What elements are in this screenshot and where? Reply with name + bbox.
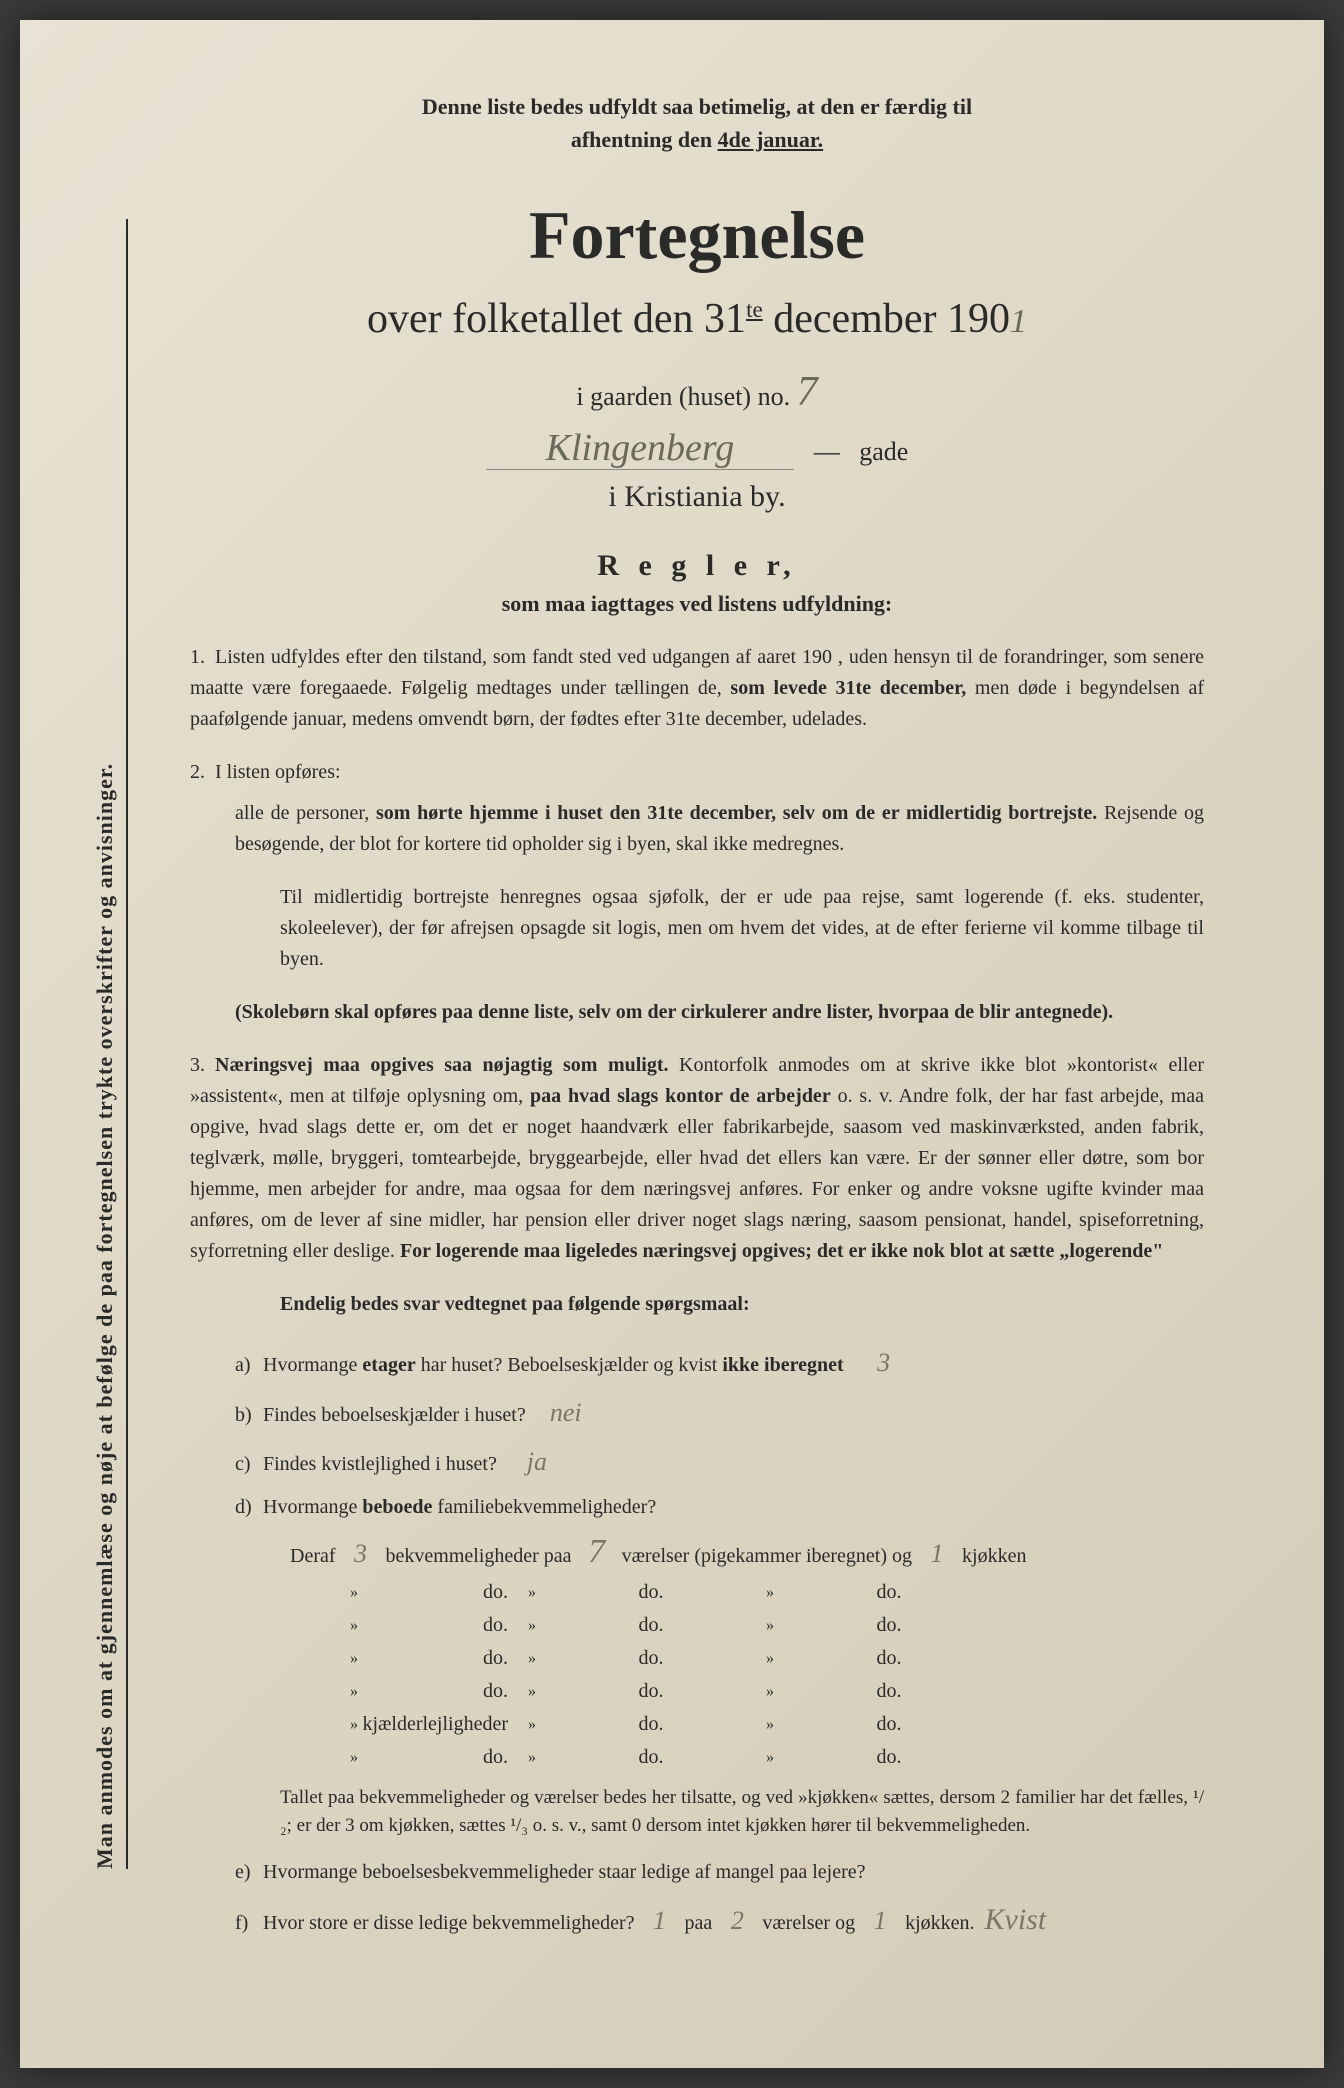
city-line: i Kristiania by.: [190, 480, 1204, 514]
deraf-h1: 3: [341, 1539, 381, 1569]
header-line-2: afhentning den: [571, 127, 718, 152]
qf-2: paa: [680, 1912, 718, 1934]
question-e: e)Hvormange beboelsesbekvemmeligheder st…: [190, 1856, 1204, 1888]
gade-label: gade: [859, 437, 908, 466]
do-row-1: »do.»do.»do.: [350, 1581, 1204, 1604]
header-note: Denne liste bedes udfyldt saa betimelig,…: [190, 90, 1204, 156]
question-a: a)Hvormange etager har huset? Beboelsesk…: [190, 1342, 1204, 1384]
qa-answer: 3: [864, 1342, 904, 1384]
qf-h4: Kvist: [985, 1896, 1047, 1944]
do-row-5: »kjælderlejligheder»do.»do.: [350, 1713, 1204, 1736]
header-line-1: Denne liste bedes udfyldt saa betimelig,…: [422, 94, 972, 119]
rule-3: 3.Næringsvej maa opgives saa nøjagtig so…: [190, 1050, 1204, 1267]
rule2-text-a: alle de personer,: [235, 802, 376, 824]
do-c4: do.: [774, 1680, 1004, 1703]
qb-text: Findes beboelseskjælder i huset?: [263, 1404, 526, 1426]
qb-answer: nei: [546, 1392, 586, 1434]
do-a4: do.: [358, 1680, 528, 1703]
deraf-3: værelser (pigekammer iberegnet) og: [617, 1545, 917, 1567]
do-c6: do.: [774, 1746, 1004, 1769]
question-b: b)Findes beboelseskjælder i huset? nei: [190, 1392, 1204, 1434]
do-table: »do.»do.»do. »do.»do.»do. »do.»do.»do. »…: [350, 1581, 1204, 1769]
rule3-text-e: For logerende maa ligeledes næringsvej o…: [400, 1240, 1163, 1262]
rule-2-body-b: Til midlertidig bortrejste henregnes ogs…: [190, 882, 1204, 975]
do-c3: do.: [774, 1647, 1004, 1670]
qf-h1: 1: [640, 1900, 680, 1942]
rule-2-body-c: (Skolebørn skal opføres paa denne liste,…: [190, 997, 1204, 1028]
gaarden-label: i gaarden (huset) no.: [576, 382, 790, 411]
deraf-1: Deraf: [290, 1545, 341, 1567]
gaarden-line: i gaarden (huset) no. 7: [190, 368, 1204, 416]
rule-2-intro: 2.I listen opføres:: [190, 757, 1204, 788]
questions-block: a)Hvormange etager har huset? Beboelsesk…: [190, 1342, 1204, 1944]
street-line: Klingenberg — gade: [190, 426, 1204, 470]
do-row-3: »do.»do.»do.: [350, 1647, 1204, 1670]
qa-3: har huset? Beboelseskjælder og kvist: [416, 1354, 723, 1376]
qd-2: beboede: [362, 1496, 432, 1518]
do-row-2: »do.»do.»do.: [350, 1614, 1204, 1637]
deraf-line: Deraf 3 bekvemmeligheder paa 7 værelser …: [190, 1533, 1204, 1571]
document-page: Man anmodes om at gjennemlæse og nøje at…: [20, 20, 1324, 2068]
qa-4: ikke iberegnet: [722, 1354, 843, 1376]
do-c5: do.: [774, 1713, 1004, 1736]
main-title: Fortegnelse: [190, 196, 1204, 275]
rule-2-body-a: alle de personer, som hørte hjemme i hus…: [190, 798, 1204, 860]
gaarden-number: 7: [797, 369, 818, 415]
rule2-text-b: som hørte hjemme i huset den 31te decemb…: [376, 802, 1097, 824]
question-c: c)Findes kvistlejlighed i huset? ja: [190, 1441, 1204, 1483]
header-date: 4de januar.: [718, 127, 824, 152]
qd-3: familiebekvemmeligheder?: [432, 1496, 656, 1518]
do-row-6: »do.»do.»do.: [350, 1746, 1204, 1769]
vertical-margin-note: Man anmodes om at gjennemlæse og nøje at…: [92, 219, 128, 1869]
rule3-text-c: paa hvad slags kontor de arbejder: [530, 1085, 831, 1107]
street-name: Klingenberg: [486, 427, 795, 470]
do-a5: kjælderlejligheder: [358, 1713, 528, 1736]
do-c2: do.: [774, 1614, 1004, 1637]
regler-heading: R e g l e r,: [190, 549, 1204, 583]
deraf-4: kjøkken: [957, 1545, 1026, 1567]
do-row-4: »do.»do.»do.: [350, 1680, 1204, 1703]
deraf-h2: 7: [577, 1533, 617, 1571]
question-d: d)Hvormange beboede familiebekvemmelighe…: [190, 1491, 1204, 1523]
qf-h3: 1: [860, 1900, 900, 1942]
rule3-text-a: Næringsvej maa opgives saa nøjagtig som …: [215, 1054, 669, 1076]
do-a6: do.: [358, 1746, 528, 1769]
qe-text: Hvormange beboelsesbekvemmeligheder staa…: [263, 1861, 866, 1883]
qd-1: Hvormange: [263, 1496, 362, 1518]
subtitle: over folketallet den 31te december 1901: [190, 295, 1204, 343]
rule-1: 1.Listen udfyldes efter den tilstand, so…: [190, 642, 1204, 735]
qa-1: Hvormange: [263, 1354, 362, 1376]
qf-1: Hvor store er disse ledige bekvemmelighe…: [263, 1912, 640, 1934]
qf-4: kjøkken.: [900, 1912, 974, 1934]
footnote: Tallet paa bekvemmeligheder og værelser …: [190, 1784, 1204, 1841]
do-b6: do.: [536, 1746, 766, 1769]
subtitle-sup: te: [746, 296, 763, 322]
qa-2: etager: [362, 1354, 415, 1376]
do-b1: do.: [536, 1581, 766, 1604]
rule2-intro-text: I listen opføres:: [215, 761, 341, 783]
qf-3: værelser og: [757, 1912, 860, 1934]
qc-text: Findes kvistlejlighed i huset?: [263, 1453, 497, 1475]
do-b2: do.: [536, 1614, 766, 1637]
qf-h2: 2: [717, 1900, 757, 1942]
deraf-2: bekvemmeligheder paa: [381, 1545, 577, 1567]
rule1-text-b: som levede 31te december,: [730, 677, 966, 699]
rule3-text-d: o. s. v. Andre folk, der har fast arbejd…: [190, 1085, 1204, 1262]
do-a3: do.: [358, 1647, 528, 1670]
do-b5: do.: [536, 1713, 766, 1736]
subtitle-part1: over folketallet den 31: [367, 296, 746, 342]
qc-answer: ja: [517, 1441, 557, 1483]
do-b4: do.: [536, 1680, 766, 1703]
subtitle-part2: december 190: [763, 296, 1010, 342]
do-b3: do.: [536, 1647, 766, 1670]
regler-subheading: som maa iagttages ved listens udfyldning…: [190, 591, 1204, 617]
do-a2: do.: [358, 1614, 528, 1637]
do-a1: do.: [358, 1581, 528, 1604]
question-f: f)Hvor store er disse ledige bekvemmelig…: [190, 1896, 1204, 1944]
do-c1: do.: [774, 1581, 1004, 1604]
endelig-heading: Endelig bedes svar vedtegnet paa følgend…: [190, 1289, 1204, 1320]
deraf-h3: 1: [917, 1539, 957, 1569]
year-handwritten: 1: [1010, 303, 1027, 340]
